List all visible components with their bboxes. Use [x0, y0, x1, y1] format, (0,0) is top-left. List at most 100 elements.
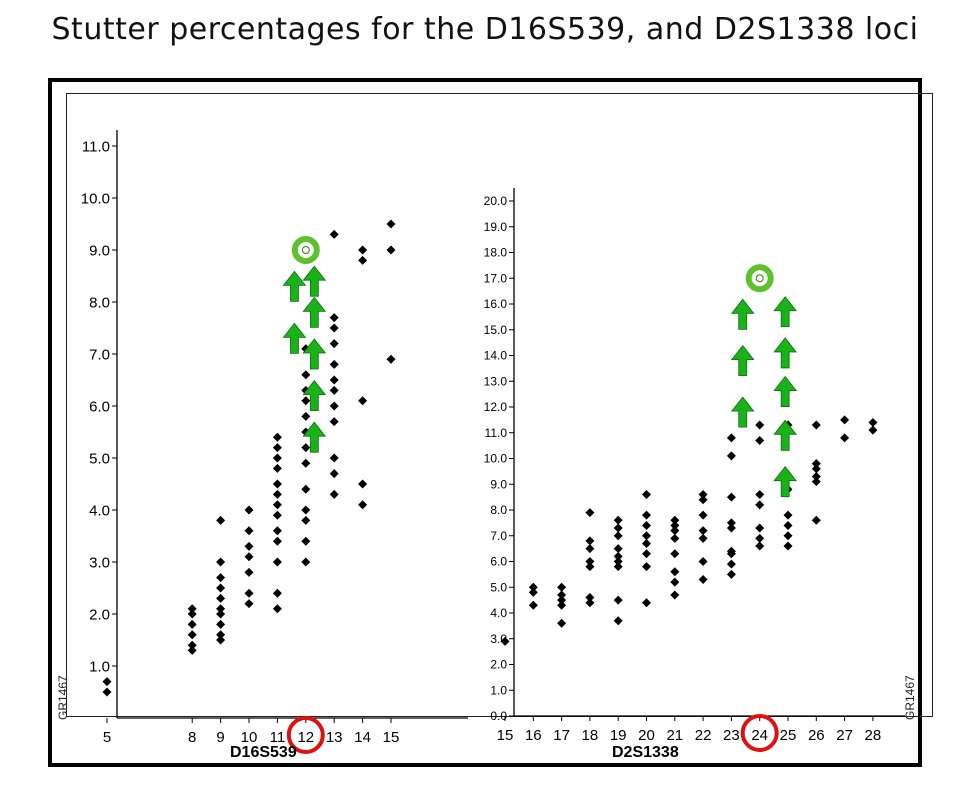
right-data-point	[613, 544, 623, 554]
left-data-point	[216, 573, 226, 583]
left-data-point	[272, 489, 282, 499]
right-y-tick-label: 1.0	[490, 683, 507, 697]
right-data-point	[642, 549, 651, 559]
left-up-arrow-icon	[302, 338, 327, 370]
right-data-point	[698, 533, 708, 543]
right-y-tick-label: 8.0	[490, 503, 507, 517]
right-data-point	[783, 541, 793, 551]
left-up-arrow-icon	[282, 322, 307, 354]
right-data-point	[811, 515, 821, 525]
right-data-point	[642, 562, 651, 572]
left-data-point	[301, 484, 311, 494]
left-up-arrow-icon	[302, 265, 327, 297]
right-data-point	[811, 464, 821, 474]
left-data-point	[301, 557, 311, 567]
left-x-tick-label: 10	[241, 729, 258, 746]
right-data-point	[557, 595, 567, 605]
left-data-point	[329, 339, 339, 349]
right-data-point	[755, 533, 765, 543]
right-y-tick-label: 20.0	[484, 194, 508, 208]
right-y-tick-label: 18.0	[484, 246, 508, 260]
left-data-point	[329, 229, 339, 239]
right-data-point	[642, 520, 651, 530]
right-side-label: GR1467	[903, 675, 917, 720]
left-data-point	[301, 411, 311, 421]
right-data-point	[557, 582, 567, 592]
left-data-point	[386, 245, 396, 255]
right-y-tick-label: 15.0	[484, 323, 508, 337]
right-data-point	[670, 520, 680, 530]
left-data-point	[301, 515, 311, 525]
right-data-point	[557, 590, 567, 600]
right-data-point	[642, 538, 651, 548]
right-data-point	[642, 510, 651, 520]
left-data-point	[216, 557, 226, 567]
right-data-point	[613, 595, 623, 605]
left-y-tick-label: 10.0	[81, 190, 110, 207]
right-data-point	[755, 500, 765, 510]
left-data-point	[244, 567, 254, 577]
right-x-tick-label: 28	[865, 727, 882, 744]
left-xlabel: D16S539	[230, 744, 297, 761]
left-data-point	[272, 453, 282, 463]
left-data-point	[187, 630, 197, 640]
right-data-point	[755, 435, 765, 445]
left-x-tick-label: 11	[270, 729, 286, 746]
left-y-tick-label: 6.0	[89, 398, 110, 415]
right-data-point	[868, 417, 878, 427]
right-up-arrow-icon	[730, 396, 755, 428]
right-ring-center	[755, 274, 764, 283]
left-data-point	[301, 443, 311, 453]
right-data-point	[726, 559, 736, 569]
left-data-point	[187, 640, 197, 650]
left-y-tick-label: 4.0	[89, 502, 110, 519]
left-highlight-circle	[286, 716, 325, 754]
left-data-point	[329, 313, 339, 323]
right-x-tick-label: 17	[553, 727, 570, 744]
right-data-point	[585, 536, 595, 546]
left-data-point	[272, 443, 282, 453]
left-y-tick-label: 9.0	[89, 242, 110, 259]
left-data-point	[187, 609, 197, 619]
left-data-point	[244, 552, 254, 562]
right-data-point	[811, 477, 821, 487]
left-data-point	[329, 323, 339, 333]
left-data-point	[329, 375, 339, 385]
right-y-tick-label: 6.0	[490, 555, 507, 569]
right-up-arrow-icon	[773, 375, 797, 407]
left-data-point	[329, 417, 339, 427]
right-data-point	[783, 531, 793, 541]
right-y-tick-label: 10.0	[484, 452, 508, 466]
left-data-point	[301, 370, 311, 380]
right-data-point	[557, 618, 567, 628]
right-data-point	[613, 557, 623, 566]
left-data-point	[272, 536, 282, 546]
right-data-point	[726, 569, 736, 579]
right-data-point	[670, 526, 680, 536]
right-data-point	[726, 433, 736, 443]
left-data-point	[272, 479, 282, 489]
right-data-point	[726, 523, 736, 533]
right-data-point	[670, 549, 680, 559]
left-data-point	[216, 619, 226, 629]
left-data-point	[187, 619, 197, 629]
right-x-tick-label: 27	[836, 727, 853, 744]
right-data-point	[698, 490, 708, 500]
right-data-point	[726, 546, 736, 556]
right-data-point	[783, 520, 793, 530]
left-y-tick-label: 7.0	[89, 346, 110, 363]
right-up-arrow-icon	[773, 337, 797, 369]
left-up-arrow-icon	[282, 270, 307, 302]
right-y-tick-label: 11.0	[485, 426, 508, 440]
right-y-tick-label: 13.0	[484, 374, 508, 388]
right-data-point	[642, 490, 651, 500]
left-data-point	[244, 505, 254, 515]
left-data-point	[272, 526, 282, 536]
left-data-point	[102, 677, 112, 687]
right-xlabel: D2S1338	[612, 744, 679, 761]
left-data-point	[329, 469, 339, 479]
right-data-point	[698, 510, 708, 520]
left-data-point	[187, 645, 197, 655]
right-data-point	[670, 515, 680, 525]
